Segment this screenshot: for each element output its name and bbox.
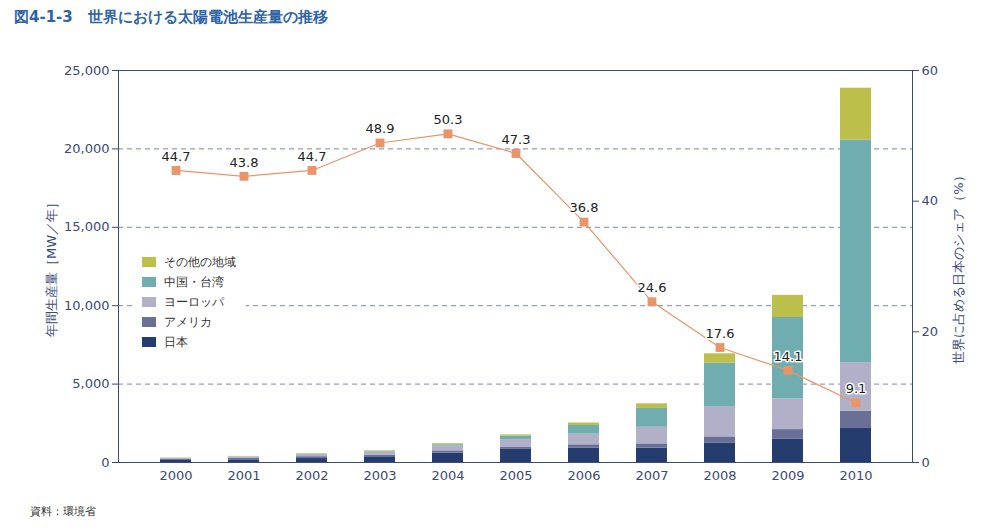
- svg-text:50.3: 50.3: [434, 112, 463, 127]
- svg-text:2007: 2007: [635, 468, 668, 483]
- svg-text:10,000: 10,000: [64, 298, 110, 313]
- svg-text:15,000: 15,000: [64, 219, 110, 234]
- svg-text:0: 0: [101, 455, 109, 470]
- svg-text:25,000: 25,000: [64, 63, 110, 78]
- svg-text:2006: 2006: [567, 468, 600, 483]
- svg-text:2010: 2010: [839, 468, 872, 483]
- svg-text:44.7: 44.7: [162, 149, 191, 164]
- svg-text:9.1: 9.1: [846, 381, 867, 396]
- html-text:その他の地域: その他の地域: [164, 254, 236, 269]
- svg-text:17.6: 17.6: [706, 326, 735, 341]
- html-text:ヨーロッパ: ヨーロッパ: [164, 294, 224, 309]
- html-text:図4-1-3 世界における太陽電池生産量の推移: 図4-1-3 世界における太陽電池生産量の推移: [14, 8, 328, 26]
- html-text:日本: 日本: [164, 334, 188, 349]
- svg-text:47.3: 47.3: [502, 132, 531, 147]
- html-text:資料：環境省: 資料：環境省: [30, 505, 96, 518]
- svg-text:20: 20: [922, 324, 939, 339]
- svg-text:40: 40: [922, 193, 939, 208]
- html-text:中国・台湾: 中国・台湾: [164, 274, 224, 289]
- svg-text:48.9: 48.9: [366, 121, 395, 136]
- svg-text:5,000: 5,000: [72, 376, 109, 391]
- svg-text:2004: 2004: [431, 468, 464, 483]
- svg-text:36.8: 36.8: [570, 200, 599, 215]
- svg-text:0: 0: [922, 455, 930, 470]
- svg-text:60: 60: [922, 63, 939, 78]
- svg-text:44.7: 44.7: [298, 149, 327, 164]
- svg-text:2001: 2001: [227, 468, 260, 483]
- svg-text:43.8: 43.8: [230, 155, 259, 170]
- html-text:アメリカ: アメリカ: [164, 314, 212, 329]
- svg-text:2002: 2002: [295, 468, 328, 483]
- svg-text:24.6: 24.6: [638, 280, 667, 295]
- svg-text:2009: 2009: [771, 468, 804, 483]
- svg-text:2008: 2008: [703, 468, 736, 483]
- svg-text:2005: 2005: [499, 468, 532, 483]
- svg-text:年間生産量［MW／年］: 年間生産量［MW／年］: [44, 196, 59, 337]
- svg-text:世界に占める日本のシェア（%）: 世界に占める日本のシェア（%）: [951, 169, 966, 363]
- svg-text:20,000: 20,000: [64, 141, 110, 156]
- svg-text:14.1: 14.1: [774, 349, 803, 364]
- svg-text:2003: 2003: [363, 468, 396, 483]
- svg-text:2000: 2000: [159, 468, 192, 483]
